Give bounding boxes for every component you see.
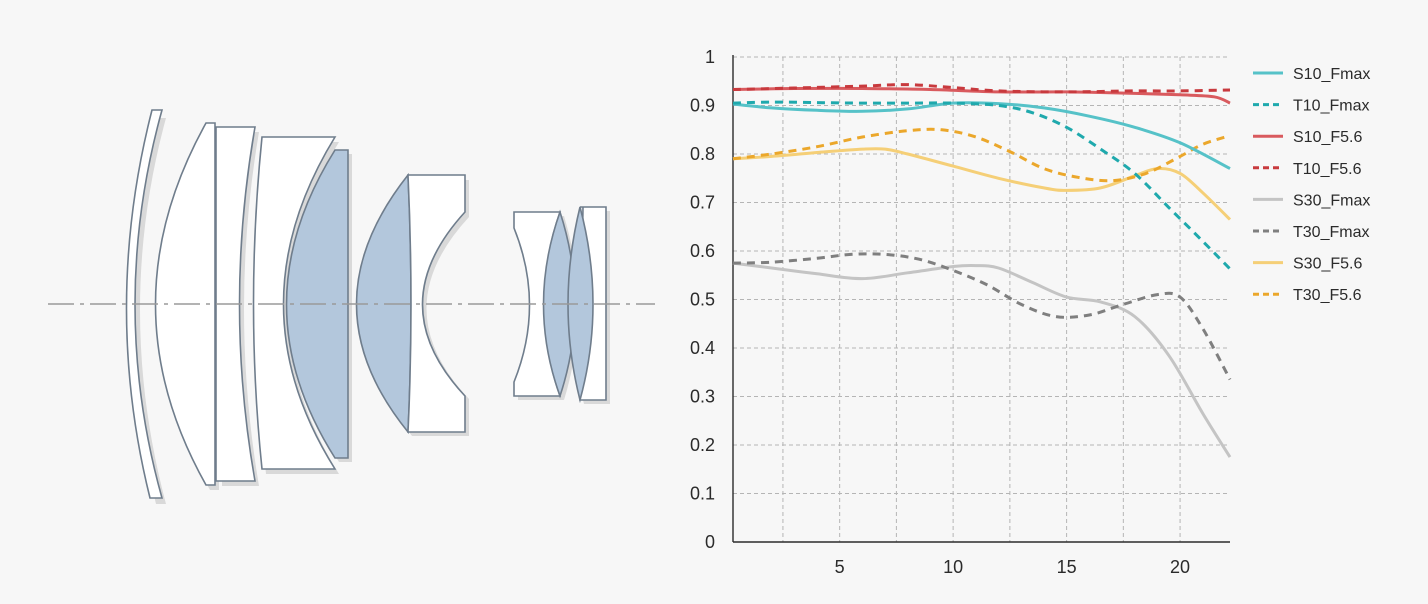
series-line-s10-fmax	[732, 101, 1231, 170]
x-tick-label-2: 15	[1057, 557, 1077, 577]
lens-diagram	[48, 109, 655, 504]
legend-label-t30-f5-6: T30_F5.6	[1293, 287, 1362, 304]
chart-grid	[733, 56, 1230, 542]
y-tick-label-0: 0	[705, 532, 715, 552]
x-tick-label-1: 10	[943, 557, 963, 577]
chart-legend: S10_Fmax T10_Fmax S10_F5.6 T10_F5.6 S30_Fmax…	[1253, 66, 1370, 304]
lens-element-7	[407, 174, 466, 433]
legend-label-s30-fmax: S30_Fmax	[1293, 192, 1370, 209]
legend-label-s10-f5-6: S10_F5.6	[1293, 129, 1362, 146]
chart-axes	[732, 55, 1230, 543]
lens-element-4	[252, 136, 337, 470]
series-line-s30-fmax	[732, 261, 1232, 458]
legend-label-s10-fmax: S10_Fmax	[1293, 66, 1370, 83]
y-tick-label-6: 0.6	[690, 241, 715, 261]
chart-series	[732, 83, 1232, 458]
series-line-s30-f5-6	[732, 147, 1232, 221]
y-tick-label-3: 0.3	[690, 387, 715, 407]
y-tick-label-9: 0.9	[690, 96, 715, 116]
legend-label-t10-fmax: T10_Fmax	[1293, 98, 1369, 115]
legend-label-t10-f5-6: T10_F5.6	[1293, 161, 1362, 178]
series-line-t10-f5-6	[732, 83, 1231, 94]
lens-element-1	[125, 109, 164, 499]
legend-label-t30-fmax: T30_Fmax	[1293, 224, 1369, 241]
chart-tick-labels: 00.10.20.30.40.50.60.70.80.915 10 15 20	[690, 47, 1190, 577]
y-tick-label-1: 0.1	[690, 484, 715, 504]
y-tick-label-10: 1	[705, 47, 715, 67]
series-line-t30-fmax	[732, 252, 1232, 381]
x-tick-label-0: 5	[835, 557, 845, 577]
y-tick-label-5: 0.5	[690, 290, 715, 310]
legend-label-s30-f5-6: S30_F5.6	[1293, 256, 1362, 273]
y-tick-label-2: 0.2	[690, 435, 715, 455]
x-tick-label-3: 20	[1170, 557, 1190, 577]
y-tick-label-8: 0.8	[690, 144, 715, 164]
lens-element-11	[567, 206, 594, 404]
series-line-s10-f5-6	[732, 86, 1231, 105]
series-line-t10-fmax	[732, 100, 1232, 270]
y-tick-label-7: 0.7	[690, 193, 715, 213]
y-tick-label-4: 0.4	[690, 338, 715, 358]
series-line-t30-f5-6	[732, 127, 1231, 183]
